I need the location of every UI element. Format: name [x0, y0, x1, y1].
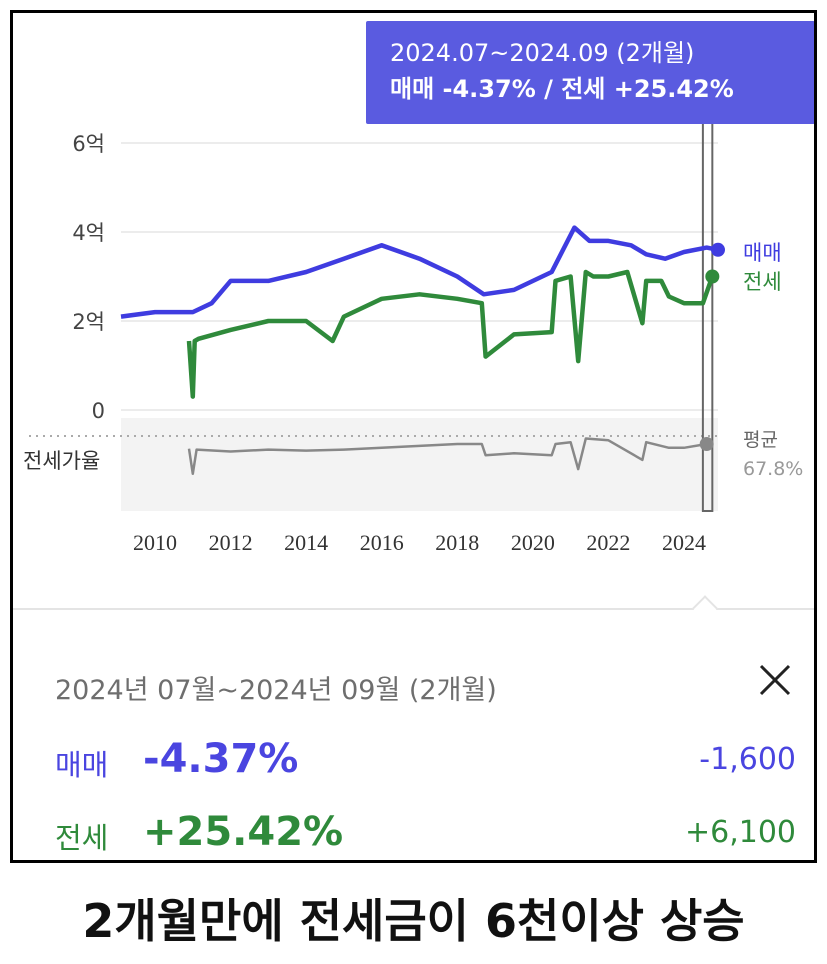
x-tick-label: 2010 [133, 530, 177, 555]
x-tick-label: 2014 [284, 530, 328, 555]
jeonse-change-amount: +6,100 [684, 815, 796, 850]
jeonse-label: 전세 [55, 821, 109, 855]
detail-panel: 2024년 07월~2024년 09월 (2개월) 매매 -4.37% -1,6… [13, 610, 814, 860]
sale-label: 매매 [55, 748, 109, 782]
caption: 2개월만에 전세금이 6천이상 상승 [82, 894, 745, 948]
period-tooltip: 2024.07~2024.09 (2개월) 매매 -4.37% / 전세 +25… [366, 21, 814, 124]
legend-jeonse: 전세 [743, 270, 782, 294]
price-chart: 6억 4억 2억 0 2010 2012 2014 2016 2018 2020 2022 2024… [23, 120, 803, 555]
series-line-sale [120, 225, 719, 319]
close-icon[interactable] [753, 658, 797, 702]
legend-ratio-avg: 평균 [743, 429, 778, 451]
y-tick-label: 6억 [72, 132, 105, 156]
x-tick-label: 2012 [209, 530, 253, 555]
x-tick-label: 2024 [662, 530, 706, 555]
x-tick-label: 2020 [511, 530, 555, 555]
x-tick-label: 2022 [586, 530, 630, 555]
ratio-band [121, 418, 718, 511]
legend-sale: 매매 [743, 241, 782, 265]
sale-change-amount: -1,600 [699, 742, 796, 777]
series-end-marker [699, 437, 714, 452]
tooltip-period: 2024.07~2024.09 (2개월) [390, 39, 695, 67]
y-tick-label: 2억 [72, 310, 105, 334]
panel-period: 2024년 07월~2024년 09월 (2개월) [55, 675, 497, 706]
legend-ratio-avg-value: 67.8% [743, 458, 803, 480]
x-tick-label: 2016 [360, 530, 404, 555]
y-tick-label: 0 [92, 399, 105, 423]
jeonse-change-percent: +25.42% [143, 809, 344, 855]
y-tick-label: 4억 [72, 221, 105, 245]
tooltip-changes: 매매 -4.37% / 전세 +25.42% [390, 75, 734, 103]
series-line-ratio [187, 437, 707, 476]
ratio-label: 전세가율 [23, 449, 100, 473]
sale-change-percent: -4.37% [143, 736, 299, 782]
series-end-marker [711, 242, 725, 257]
panel-divider [13, 608, 814, 610]
x-tick-label: 2018 [435, 530, 479, 555]
chart-card: 6억 4억 2억 0 2010 2012 2014 2016 2018 2020 2022 2024… [10, 10, 817, 863]
series-line-jeonse [186, 269, 715, 399]
series-end-marker [705, 269, 720, 284]
